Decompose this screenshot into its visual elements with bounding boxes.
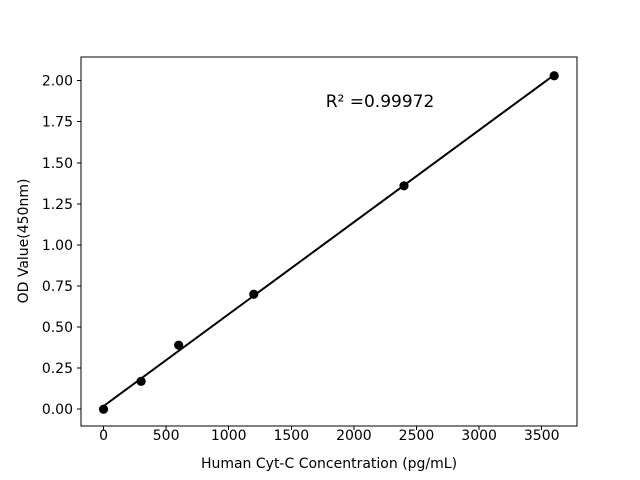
fit-line — [102, 73, 556, 408]
data-point — [98, 404, 109, 414]
x-tick-label: 1000 — [211, 428, 247, 444]
x-tick-label: 1500 — [273, 428, 309, 444]
y-tick-label: 1.50 — [42, 156, 73, 172]
data-point — [249, 289, 259, 299]
x-tick-label: 2500 — [399, 428, 435, 444]
x-axis-label: Human Cyt-C Concentration (pg/mL) — [201, 456, 457, 472]
y-tick-label: 0.00 — [42, 402, 73, 418]
y-tick-label: 0.50 — [42, 320, 73, 336]
data-point — [174, 340, 184, 350]
x-tick-label: 0 — [99, 428, 108, 444]
plot-area: 0 500 1000 1500 2000 2500 3000 3500 0.00 0.25 0.50… — [42, 56, 578, 444]
x-tick-label: 3000 — [461, 428, 497, 444]
data-point — [399, 181, 409, 191]
y-tick-label: 1.00 — [42, 238, 73, 254]
y-tick-label: 0.75 — [42, 279, 73, 295]
r-squared-annotation: R² =0.99972 — [326, 92, 435, 112]
y-tick-label: 2.00 — [42, 74, 73, 90]
y-tick-label: 0.25 — [42, 361, 73, 377]
y-axis-label: OD Value(450nm) — [16, 179, 32, 304]
x-tick-label: 2000 — [336, 428, 372, 444]
x-tick-label: 3500 — [524, 428, 560, 444]
data-point — [549, 71, 559, 81]
x-tick-label: 500 — [153, 428, 180, 444]
y-tick-label: 1.75 — [42, 115, 73, 131]
data-point — [136, 376, 146, 386]
axes-frame — [80, 56, 578, 427]
y-tick-label: 1.25 — [42, 197, 73, 213]
